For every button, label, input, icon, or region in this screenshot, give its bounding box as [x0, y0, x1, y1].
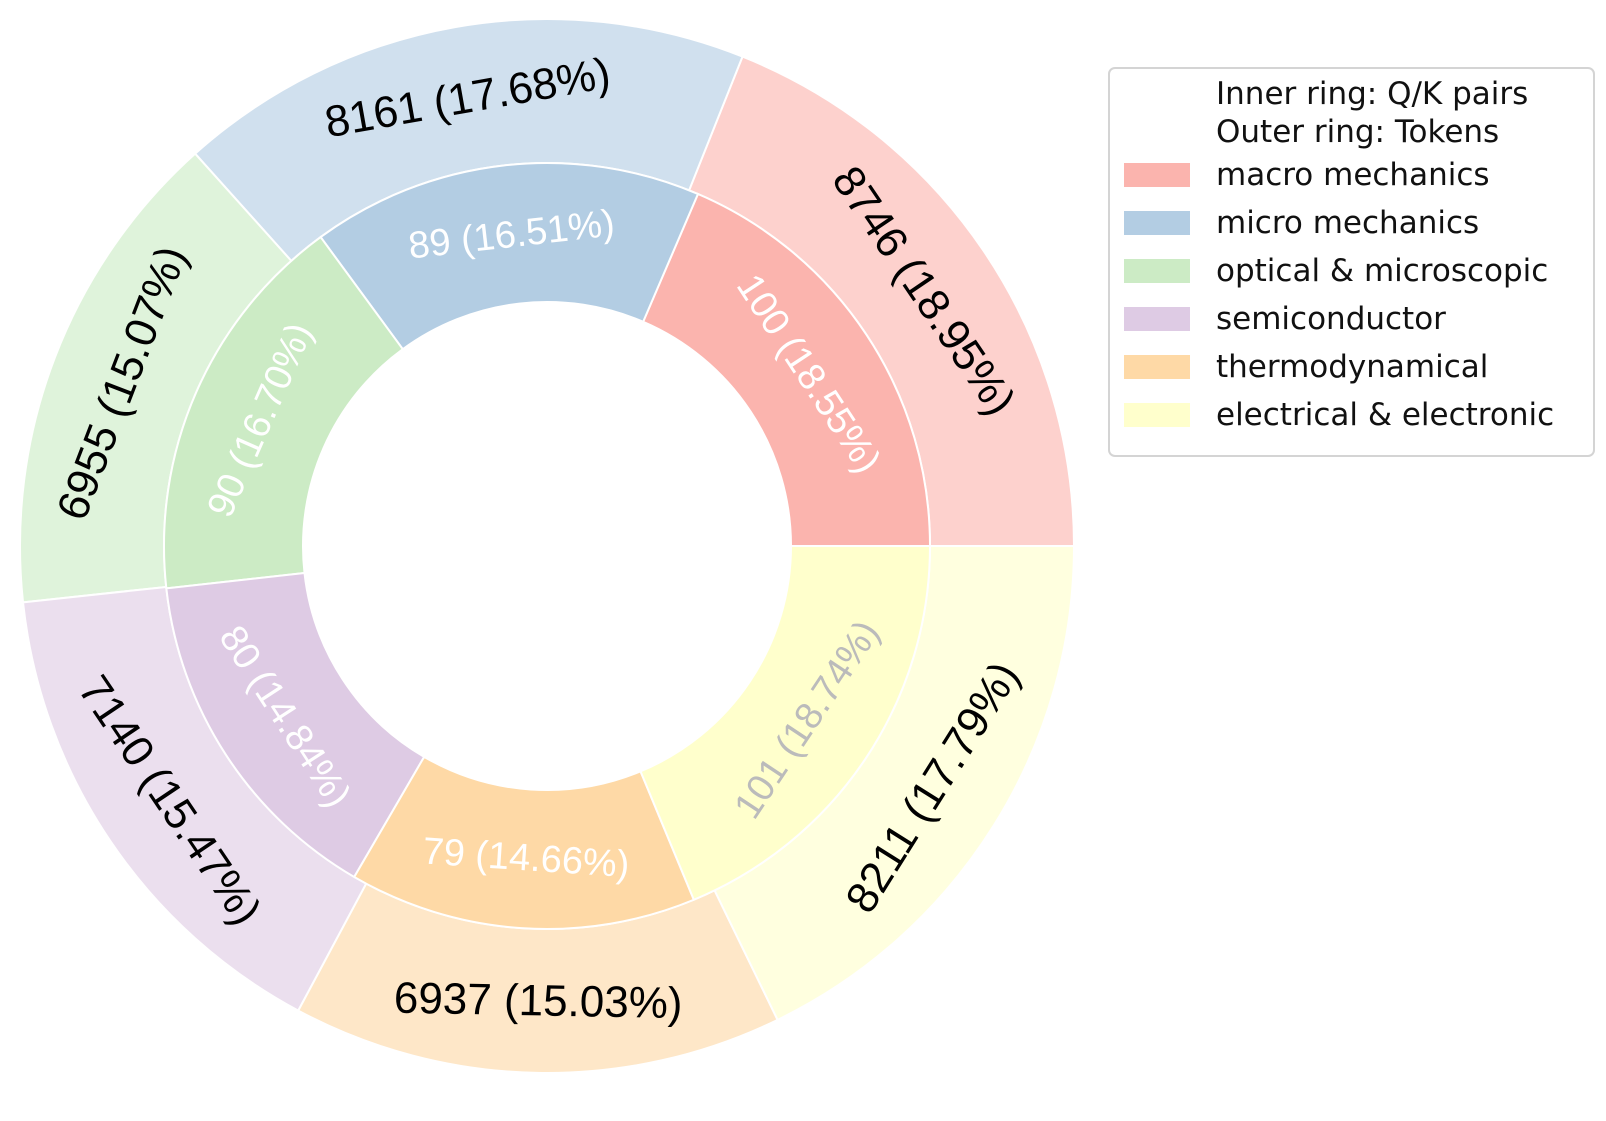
inner-ring [163, 162, 932, 930]
legend-item-macro-mechanics: macro mechanics [1124, 155, 1490, 195]
legend-item-electrical-electronic: electrical & electronic [1124, 395, 1554, 435]
legend-item-optical-microscopic: optical & microscopic [1124, 251, 1548, 291]
inner-wedge-optical-microscopic [163, 235, 405, 590]
legend-label: micro mechanics [1216, 205, 1480, 241]
legend-label: thermodynamical [1216, 349, 1489, 385]
legend-swatch [1124, 259, 1190, 283]
legend-label: electrical & electronic [1216, 397, 1555, 433]
legend-item-semiconductor: semiconductor [1124, 299, 1446, 339]
legend-swatch [1124, 307, 1190, 331]
legend-label: optical & microscopic [1216, 253, 1549, 289]
legend-item-thermodynamical: thermodynamical [1124, 347, 1488, 387]
legend-title-line-1: Inner ring: Q/K pairs [1216, 76, 1529, 112]
legend-swatch [1124, 163, 1190, 187]
outer-ring [19, 18, 1076, 1074]
legend-label: macro mechanics [1216, 157, 1490, 193]
legend-title-line-2: Outer ring: Tokens [1216, 114, 1500, 150]
inner-wedge-electrical-electronic [639, 545, 932, 902]
legend-swatch [1124, 355, 1190, 379]
legend-label: semiconductor [1216, 301, 1446, 337]
inner-wedge-micro-mechanics [319, 162, 700, 351]
legend-item-micro-mechanics: micro mechanics [1124, 203, 1479, 243]
legend-swatch [1124, 403, 1190, 427]
legend-title: Inner ring: Q/K pairs Outer ring: Tokens [1216, 75, 1528, 151]
legend: Inner ring: Q/K pairs Outer ring: Tokens… [1108, 67, 1595, 457]
legend-swatch [1124, 211, 1190, 235]
outer-label-thermodynamical: 6937 (15.03%) [393, 974, 683, 1029]
inner-wedge-macro-mechanics [641, 192, 932, 547]
